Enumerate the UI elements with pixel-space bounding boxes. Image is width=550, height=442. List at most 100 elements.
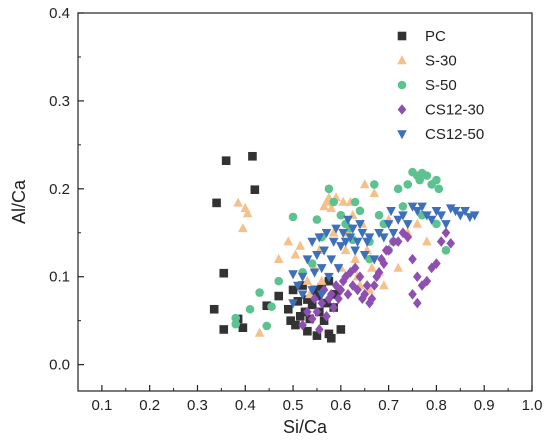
data-point — [357, 228, 368, 239]
data-point — [460, 206, 470, 217]
plot-border — [77, 12, 533, 392]
data-point — [415, 175, 424, 185]
data-point — [283, 236, 294, 246]
data-point — [403, 231, 413, 243]
data-point — [386, 206, 396, 217]
legend-marker — [397, 130, 407, 140]
data-point — [322, 310, 331, 322]
data-point — [350, 262, 360, 274]
legend-marker — [397, 104, 407, 115]
data-point — [274, 291, 284, 301]
data-point — [441, 246, 451, 255]
data-point — [331, 224, 341, 234]
data-point — [379, 280, 389, 290]
data-point — [293, 297, 303, 306]
data-point — [345, 233, 356, 243]
data-point — [331, 290, 341, 299]
data-point — [297, 290, 308, 300]
legend-marker — [397, 31, 407, 41]
data-point — [398, 211, 408, 221]
data-point — [367, 262, 377, 272]
data-point — [374, 228, 384, 239]
data-point — [445, 204, 456, 214]
data-point — [446, 238, 456, 249]
x-tick-label: 1.0 — [522, 397, 543, 414]
data-point — [293, 281, 303, 291]
data-point — [328, 237, 339, 247]
x-tick-label: 0.6 — [330, 397, 351, 414]
data-point — [219, 268, 229, 278]
data-point — [307, 237, 317, 247]
data-point — [255, 288, 264, 297]
data-point — [319, 246, 329, 256]
data-point — [315, 324, 324, 335]
data-point — [432, 175, 441, 185]
data-point — [297, 272, 308, 283]
data-point — [303, 326, 312, 336]
data-point — [338, 228, 349, 239]
data-point — [441, 227, 451, 239]
data-point — [316, 275, 327, 285]
legend: PC S-30 S-50 CS12-30 CS12-50 — [397, 28, 484, 143]
data-point — [347, 224, 358, 234]
data-point — [221, 156, 231, 165]
data-point — [340, 245, 351, 255]
data-point — [426, 215, 437, 225]
data-point — [436, 211, 446, 221]
data-point — [407, 202, 418, 212]
data-point — [417, 202, 427, 212]
data-point — [319, 316, 329, 325]
data-point — [389, 236, 398, 247]
data-point — [334, 293, 343, 304]
data-point — [286, 316, 295, 325]
data-point — [432, 258, 441, 269]
data-point — [379, 233, 389, 243]
data-point — [219, 325, 229, 334]
data-point — [307, 300, 317, 310]
data-point — [352, 237, 363, 247]
data-point — [338, 196, 349, 206]
data-point — [273, 253, 284, 263]
data-point — [348, 280, 358, 291]
data-point — [379, 258, 389, 269]
data-point — [383, 220, 394, 230]
x-tick-label: 0.2 — [139, 397, 160, 414]
data-point — [326, 289, 336, 300]
data-point — [374, 267, 384, 278]
data-point — [304, 289, 315, 299]
data-point — [324, 184, 334, 194]
data-point — [295, 240, 306, 250]
data-point — [212, 198, 221, 208]
data-point — [369, 255, 380, 265]
data-point — [422, 275, 432, 287]
data-point — [288, 299, 298, 309]
data-point — [346, 267, 355, 278]
legend-label: CS12-50 — [425, 126, 484, 143]
data-point — [267, 302, 276, 311]
data-point — [324, 329, 334, 339]
data-point — [312, 291, 322, 301]
data-point — [469, 211, 480, 221]
data-point — [350, 253, 360, 263]
data-point — [326, 202, 337, 212]
data-point — [355, 206, 365, 216]
data-point — [403, 180, 413, 189]
data-point — [238, 323, 248, 333]
data-point — [329, 197, 338, 207]
data-point — [364, 233, 375, 243]
data-point — [324, 272, 334, 283]
y-tick-label: 0.2 — [49, 181, 70, 198]
data-point — [417, 280, 427, 291]
data-point — [274, 276, 284, 286]
data-point — [393, 184, 403, 194]
data-point — [353, 284, 362, 296]
x-tick-label: 0.1 — [91, 397, 112, 414]
data-point — [340, 237, 351, 247]
data-point — [336, 284, 346, 296]
data-point — [384, 245, 393, 256]
x-tick-label: 0.5 — [283, 397, 304, 414]
plot-area — [77, 12, 533, 392]
data-point — [450, 206, 461, 217]
data-point — [355, 220, 365, 230]
data-point — [231, 313, 241, 323]
